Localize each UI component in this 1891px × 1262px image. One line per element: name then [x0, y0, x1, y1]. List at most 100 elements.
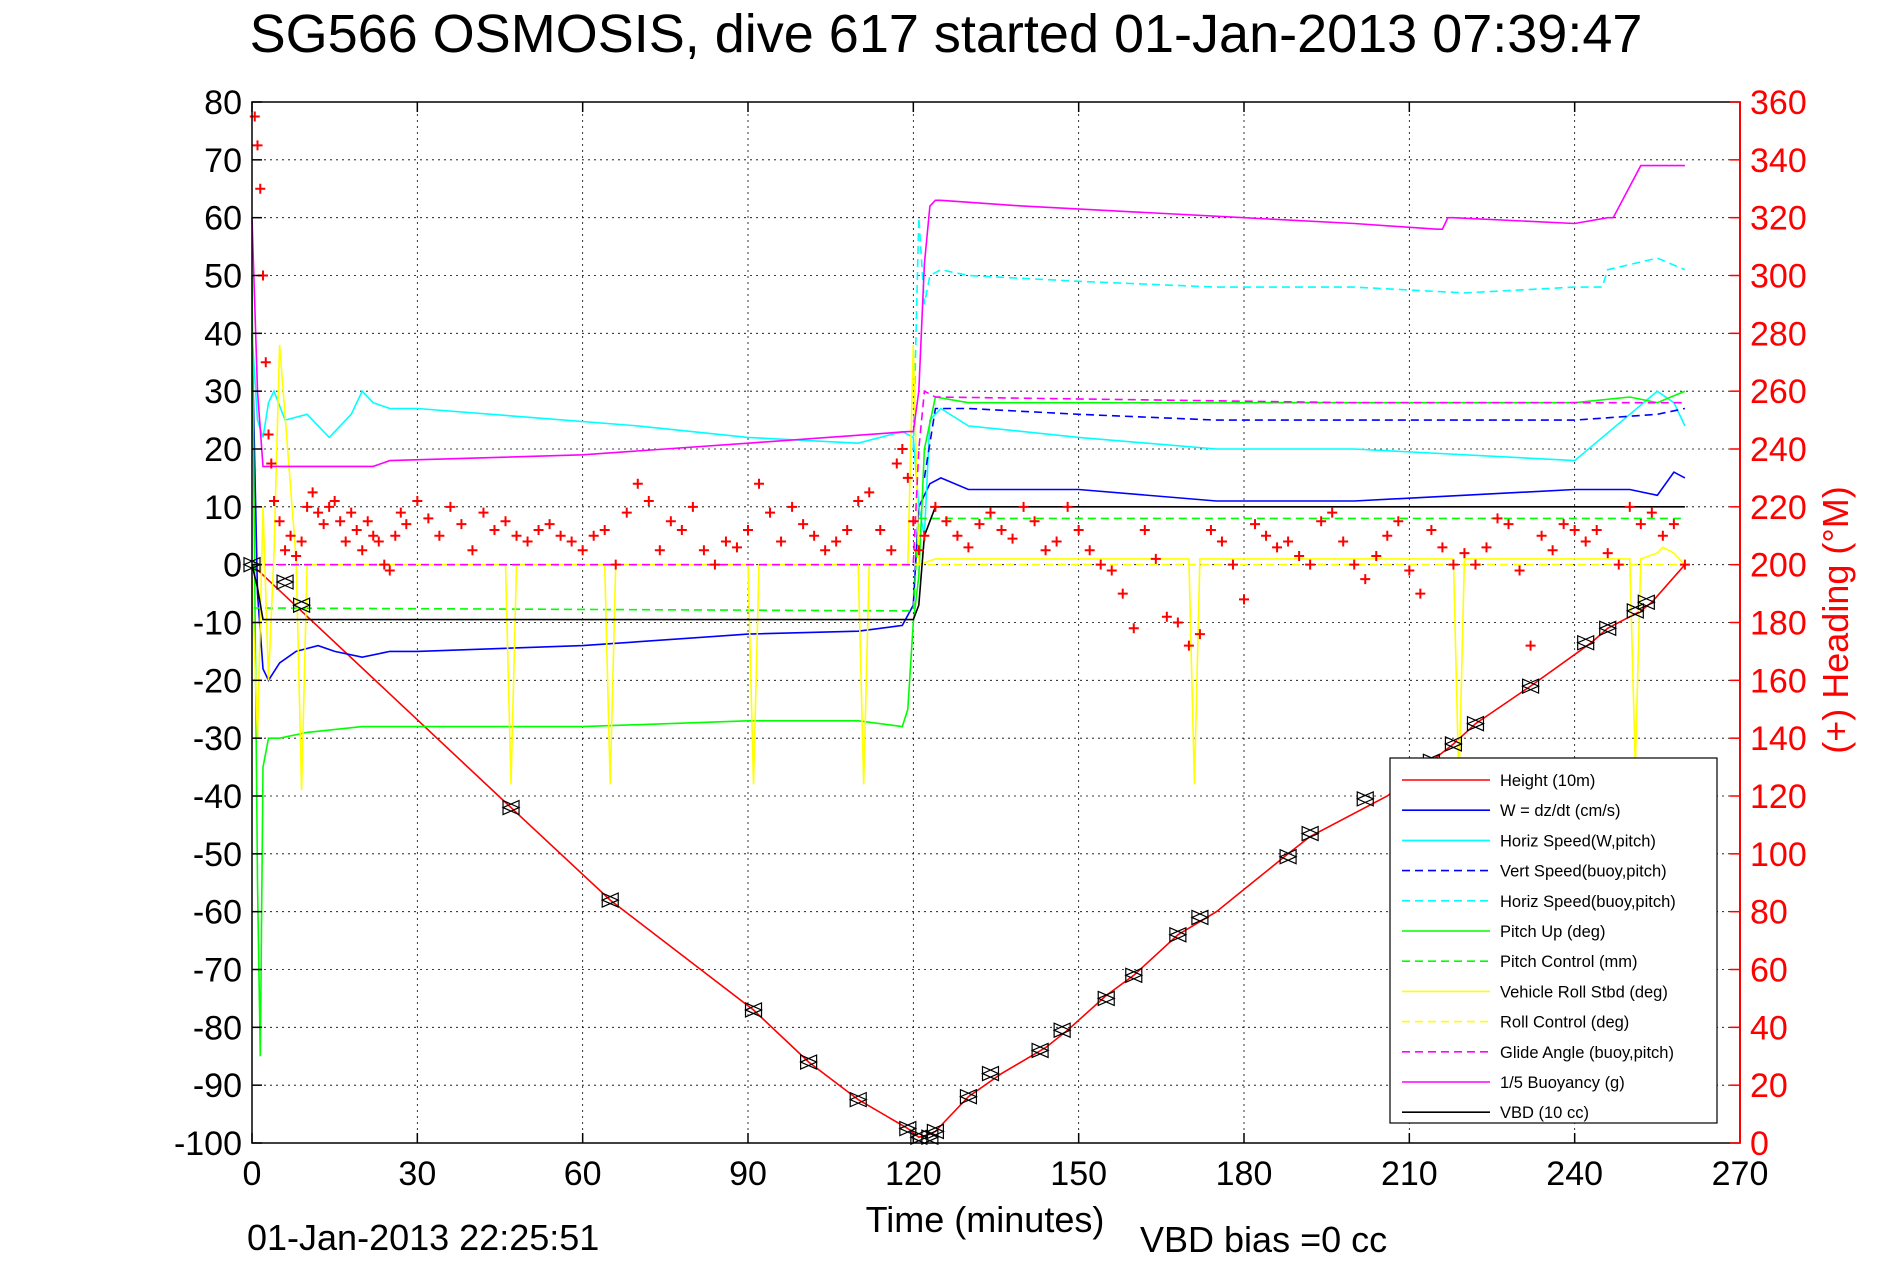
heading-point: [1393, 516, 1404, 527]
series-line-11: [251, 505, 1685, 621]
y2-tick-label: 200: [1750, 547, 1807, 585]
heading-point: [445, 501, 456, 512]
heading-point: [1657, 530, 1668, 541]
heading-point: [1305, 559, 1316, 570]
data-series: [251, 164, 1686, 1139]
heading-point: [489, 524, 500, 535]
heading-point: [720, 536, 731, 547]
waypoint-marker: [1052, 1022, 1072, 1039]
heading-point: [1316, 516, 1327, 527]
waypoint-marker: [501, 799, 521, 816]
heading-point: [1007, 533, 1018, 544]
waypoint-marker: [1636, 594, 1656, 611]
y2-tick-label: 180: [1750, 605, 1807, 643]
heading-point: [329, 496, 340, 507]
heading-point: [1481, 542, 1492, 553]
heading-point: [731, 542, 742, 553]
y2-tick-label: 260: [1750, 373, 1807, 411]
heading-point: [291, 550, 302, 561]
waypoint-marker: [1278, 848, 1298, 865]
waypoint-marker: [898, 1120, 918, 1137]
x-tick-label: 120: [885, 1155, 942, 1193]
heading-point: [974, 519, 985, 530]
y-tick-label: -30: [193, 720, 242, 758]
y-tick-label: -70: [193, 952, 242, 990]
heading-point: [643, 496, 654, 507]
heading-point: [263, 429, 274, 440]
heading-point: [373, 536, 384, 547]
heading-point: [1503, 519, 1514, 530]
heading-point: [809, 530, 820, 541]
legend-label-4: Horiz Speed(buoy,pitch): [1500, 893, 1676, 911]
y-tick-label: 10: [204, 489, 242, 527]
x-axis-ticks: 0 30 60 90 120 150 180 210 240 270: [243, 102, 1768, 1193]
heading-point: [269, 496, 280, 507]
x-tick-label: 30: [398, 1155, 436, 1193]
heading-point: [296, 536, 307, 547]
heading-point: [654, 545, 665, 556]
heading-point: [362, 516, 373, 527]
heading-point: [395, 507, 406, 518]
legend-label-11: VBD (10 cc): [1500, 1104, 1589, 1122]
heading-point: [897, 444, 908, 454]
heading-point: [1029, 516, 1040, 527]
y-tick-label: 50: [204, 258, 242, 296]
y-tick-label: -100: [174, 1125, 242, 1163]
heading-point: [260, 357, 271, 368]
heading-point: [1415, 588, 1426, 599]
heading-point: [566, 536, 577, 547]
y2-tick-label: 160: [1750, 662, 1807, 700]
heading-point: [384, 565, 395, 576]
heading-point: [478, 507, 489, 518]
heading-point: [1205, 524, 1216, 535]
y2-tick-label: 340: [1750, 142, 1807, 180]
x-tick-label: 210: [1381, 1155, 1438, 1193]
y2-axis-label: (+) Heading (°M): [1815, 486, 1856, 753]
heading-point: [1095, 559, 1106, 570]
heading-point: [853, 496, 864, 507]
waypoint-marker: [980, 1065, 1000, 1082]
heading-point: [1668, 519, 1679, 530]
heading-point: [318, 519, 329, 530]
heading-point: [743, 524, 753, 535]
y-tick-label: -40: [193, 778, 242, 816]
y-tick-label: 0: [223, 547, 242, 585]
heading-point: [423, 513, 434, 524]
heading-point: [963, 542, 974, 553]
legend-label-7: Vehicle Roll Stbd (deg): [1500, 983, 1668, 1001]
heading-point: [985, 507, 996, 518]
waypoint-marker: [1443, 736, 1463, 752]
heading-point: [1448, 559, 1459, 570]
heading-point: [313, 507, 324, 518]
y2-tick-label: 40: [1750, 1009, 1788, 1047]
heading-point: [522, 536, 533, 547]
series-line-10: [251, 164, 1685, 468]
heading-point: [1084, 545, 1095, 556]
chart-title: SG566 OSMOSIS, dive 617 started 01-Jan-2…: [250, 4, 1643, 64]
y2-tick-label: 300: [1750, 258, 1807, 296]
heading-point: [952, 530, 963, 541]
heading-point: [1624, 501, 1635, 512]
heading-point: [1172, 617, 1183, 628]
heading-point: [1371, 550, 1382, 561]
waypoint-marker: [1096, 990, 1116, 1007]
y2-tick-label: 220: [1750, 489, 1807, 527]
waypoint-marker: [1625, 603, 1645, 619]
y-tick-label: 20: [204, 431, 242, 469]
heading-point: [1426, 524, 1437, 535]
heading-point: [1404, 565, 1415, 576]
heading-point: [1272, 542, 1283, 553]
heading-point: [302, 501, 313, 512]
series-line-2: [251, 333, 1686, 536]
heading-point: [864, 487, 875, 498]
heading-point: [798, 519, 809, 530]
y-tick-label: -80: [193, 1009, 242, 1047]
heading-point: [467, 545, 478, 556]
heading-point: [1525, 640, 1536, 651]
legend-label-10: 1/5 Buoyancy (g): [1500, 1074, 1625, 1092]
y2-tick-label: 100: [1750, 836, 1807, 874]
y-tick-label: -20: [193, 662, 242, 700]
heading-markers: [249, 111, 1690, 651]
waypoint-marker: [1576, 634, 1596, 651]
heading-point: [1360, 574, 1371, 585]
